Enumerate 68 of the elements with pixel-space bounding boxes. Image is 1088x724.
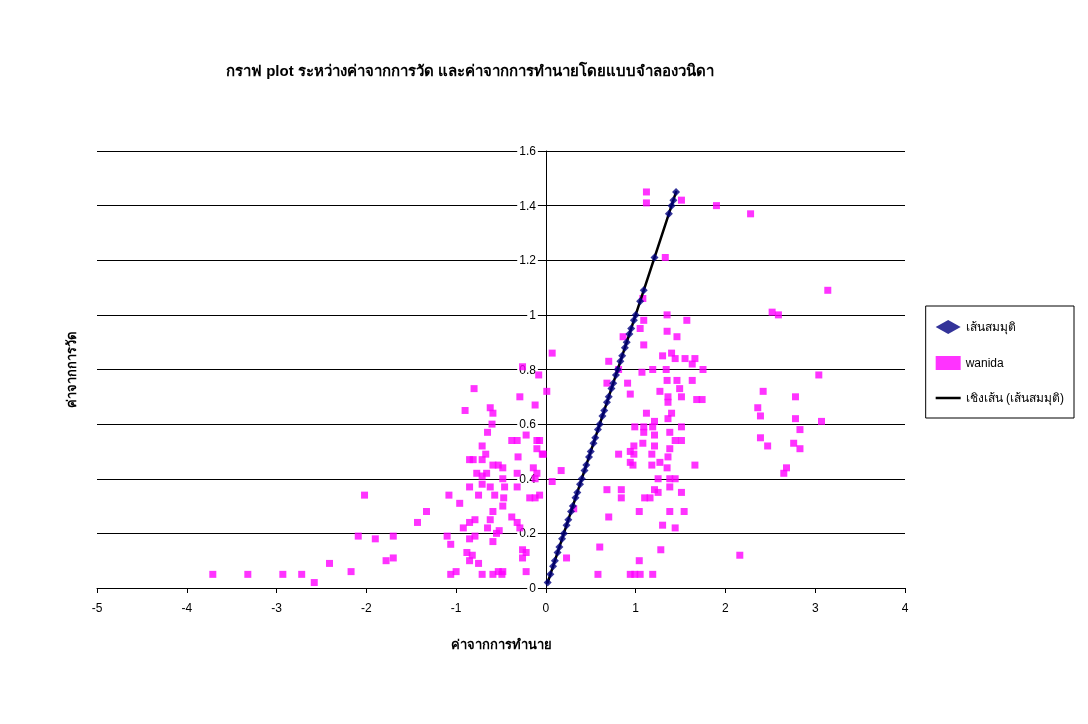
point xyxy=(562,521,571,530)
y-tick-label: 1 xyxy=(529,307,537,322)
x-tick-label: -3 xyxy=(271,601,283,615)
legend-label: เส้นสมมุติ xyxy=(965,320,1016,335)
point xyxy=(593,425,602,434)
x-tick-label: 1 xyxy=(632,601,640,615)
point xyxy=(616,357,625,366)
point xyxy=(650,253,659,262)
point xyxy=(595,420,604,429)
x-axis-title: ค่าจากการทำนาย xyxy=(450,637,552,652)
point xyxy=(629,316,638,325)
y-tick-label: 0.2 xyxy=(519,526,537,541)
point xyxy=(611,370,620,379)
x-tick-label: 3 xyxy=(811,601,819,615)
point xyxy=(631,310,640,319)
y-tick-label: 0.6 xyxy=(519,417,537,432)
point xyxy=(589,439,598,448)
point xyxy=(598,411,607,420)
y-tick-label: 1.6 xyxy=(519,144,537,158)
point xyxy=(620,343,629,352)
point xyxy=(600,406,609,415)
point xyxy=(667,201,676,210)
y-axis-title: ค่าจากการวัด xyxy=(63,331,79,408)
y-tick-label: 1.2 xyxy=(519,253,537,268)
chart-title: กราฟ plot ระหว่างค่าจากการวัด และค่าจากการทำนายโดยแบบจำลองวนิดา xyxy=(226,61,714,79)
point xyxy=(582,461,591,470)
point xyxy=(604,392,613,401)
point xyxy=(584,452,593,461)
x-tick-label: 4 xyxy=(901,601,909,615)
x-tick-label: -1 xyxy=(450,601,462,615)
point xyxy=(543,578,552,587)
point xyxy=(573,488,582,497)
point xyxy=(591,433,600,442)
point xyxy=(549,562,558,571)
point xyxy=(553,548,562,557)
point xyxy=(564,515,573,524)
point xyxy=(550,556,559,565)
point xyxy=(558,534,567,543)
x-tick-label: 0 xyxy=(542,601,550,615)
point xyxy=(546,570,555,579)
point xyxy=(625,329,634,338)
point xyxy=(669,196,678,205)
x-tick-label: 2 xyxy=(722,601,730,615)
point xyxy=(580,466,589,475)
y-tick-label: 0.8 xyxy=(519,362,537,377)
point xyxy=(602,398,611,407)
point xyxy=(618,351,627,360)
point xyxy=(627,324,636,333)
y-tick-label: 0 xyxy=(529,581,537,595)
x-tick-label: -4 xyxy=(181,601,193,615)
point xyxy=(636,297,645,306)
legend-label: wanida xyxy=(964,356,1005,370)
point xyxy=(586,447,595,456)
point xyxy=(622,338,631,347)
y-tick-label: 1.4 xyxy=(519,198,537,213)
point xyxy=(577,474,586,483)
x-tick-label: -5 xyxy=(91,601,103,615)
point xyxy=(664,209,673,218)
x-tick-label: -2 xyxy=(361,601,372,615)
point xyxy=(639,286,648,295)
point xyxy=(609,379,618,388)
point xyxy=(672,187,681,196)
point xyxy=(571,493,580,502)
point xyxy=(559,529,568,538)
point xyxy=(555,543,564,552)
point xyxy=(576,480,584,489)
legend-label: เชิงเส้น (เส้นสมมุติ) xyxy=(965,391,1064,406)
point xyxy=(607,384,616,393)
